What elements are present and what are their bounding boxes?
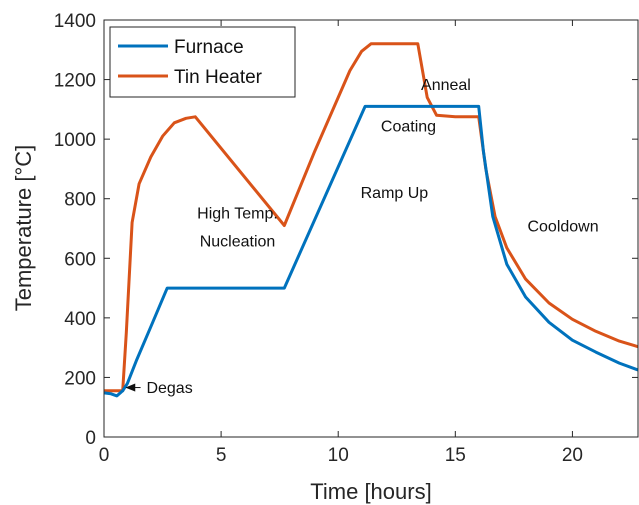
legend-box (109, 26, 296, 98)
y-tick-label: 1200 (54, 71, 96, 92)
x-tick-label: 5 (216, 445, 227, 466)
annotation-cooldown: Cooldown (527, 218, 598, 235)
annotation-anneal: Anneal (421, 77, 471, 94)
legend-label-furnace: Furnace (174, 37, 244, 58)
plot-frame (103, 19, 639, 438)
x-tick-label: 10 (328, 445, 349, 466)
annotation-nucleation: Nucleation (200, 233, 276, 250)
y-tick-label: 1400 (54, 11, 96, 32)
x-axis-title: Time [hours] (310, 479, 431, 504)
series-line-tin-heater (104, 42, 638, 393)
x-tick-label: 15 (445, 445, 466, 466)
y-tick-label: 800 (64, 190, 96, 211)
y-tick-label: 1000 (54, 130, 96, 151)
legend: Furnace Tin Heater (109, 26, 296, 98)
y-tick-label: 0 (85, 428, 96, 449)
x-tick-label: 20 (562, 445, 583, 466)
annotation-coating: Coating (381, 119, 436, 136)
y-tick-label: 200 (64, 368, 96, 389)
y-tick-label: 600 (64, 249, 96, 270)
annotation-high-temp: High Temp. (197, 206, 278, 223)
y-tick-label: 400 (64, 309, 96, 330)
y-axis-title: Temperature [°C] (11, 145, 36, 312)
annotation-ramp-up: Ramp Up (361, 185, 429, 202)
legend-label-tin-heater: Tin Heater (174, 67, 263, 88)
annotation-degas: Degas (146, 380, 192, 397)
x-tick-label: 0 (99, 445, 110, 466)
